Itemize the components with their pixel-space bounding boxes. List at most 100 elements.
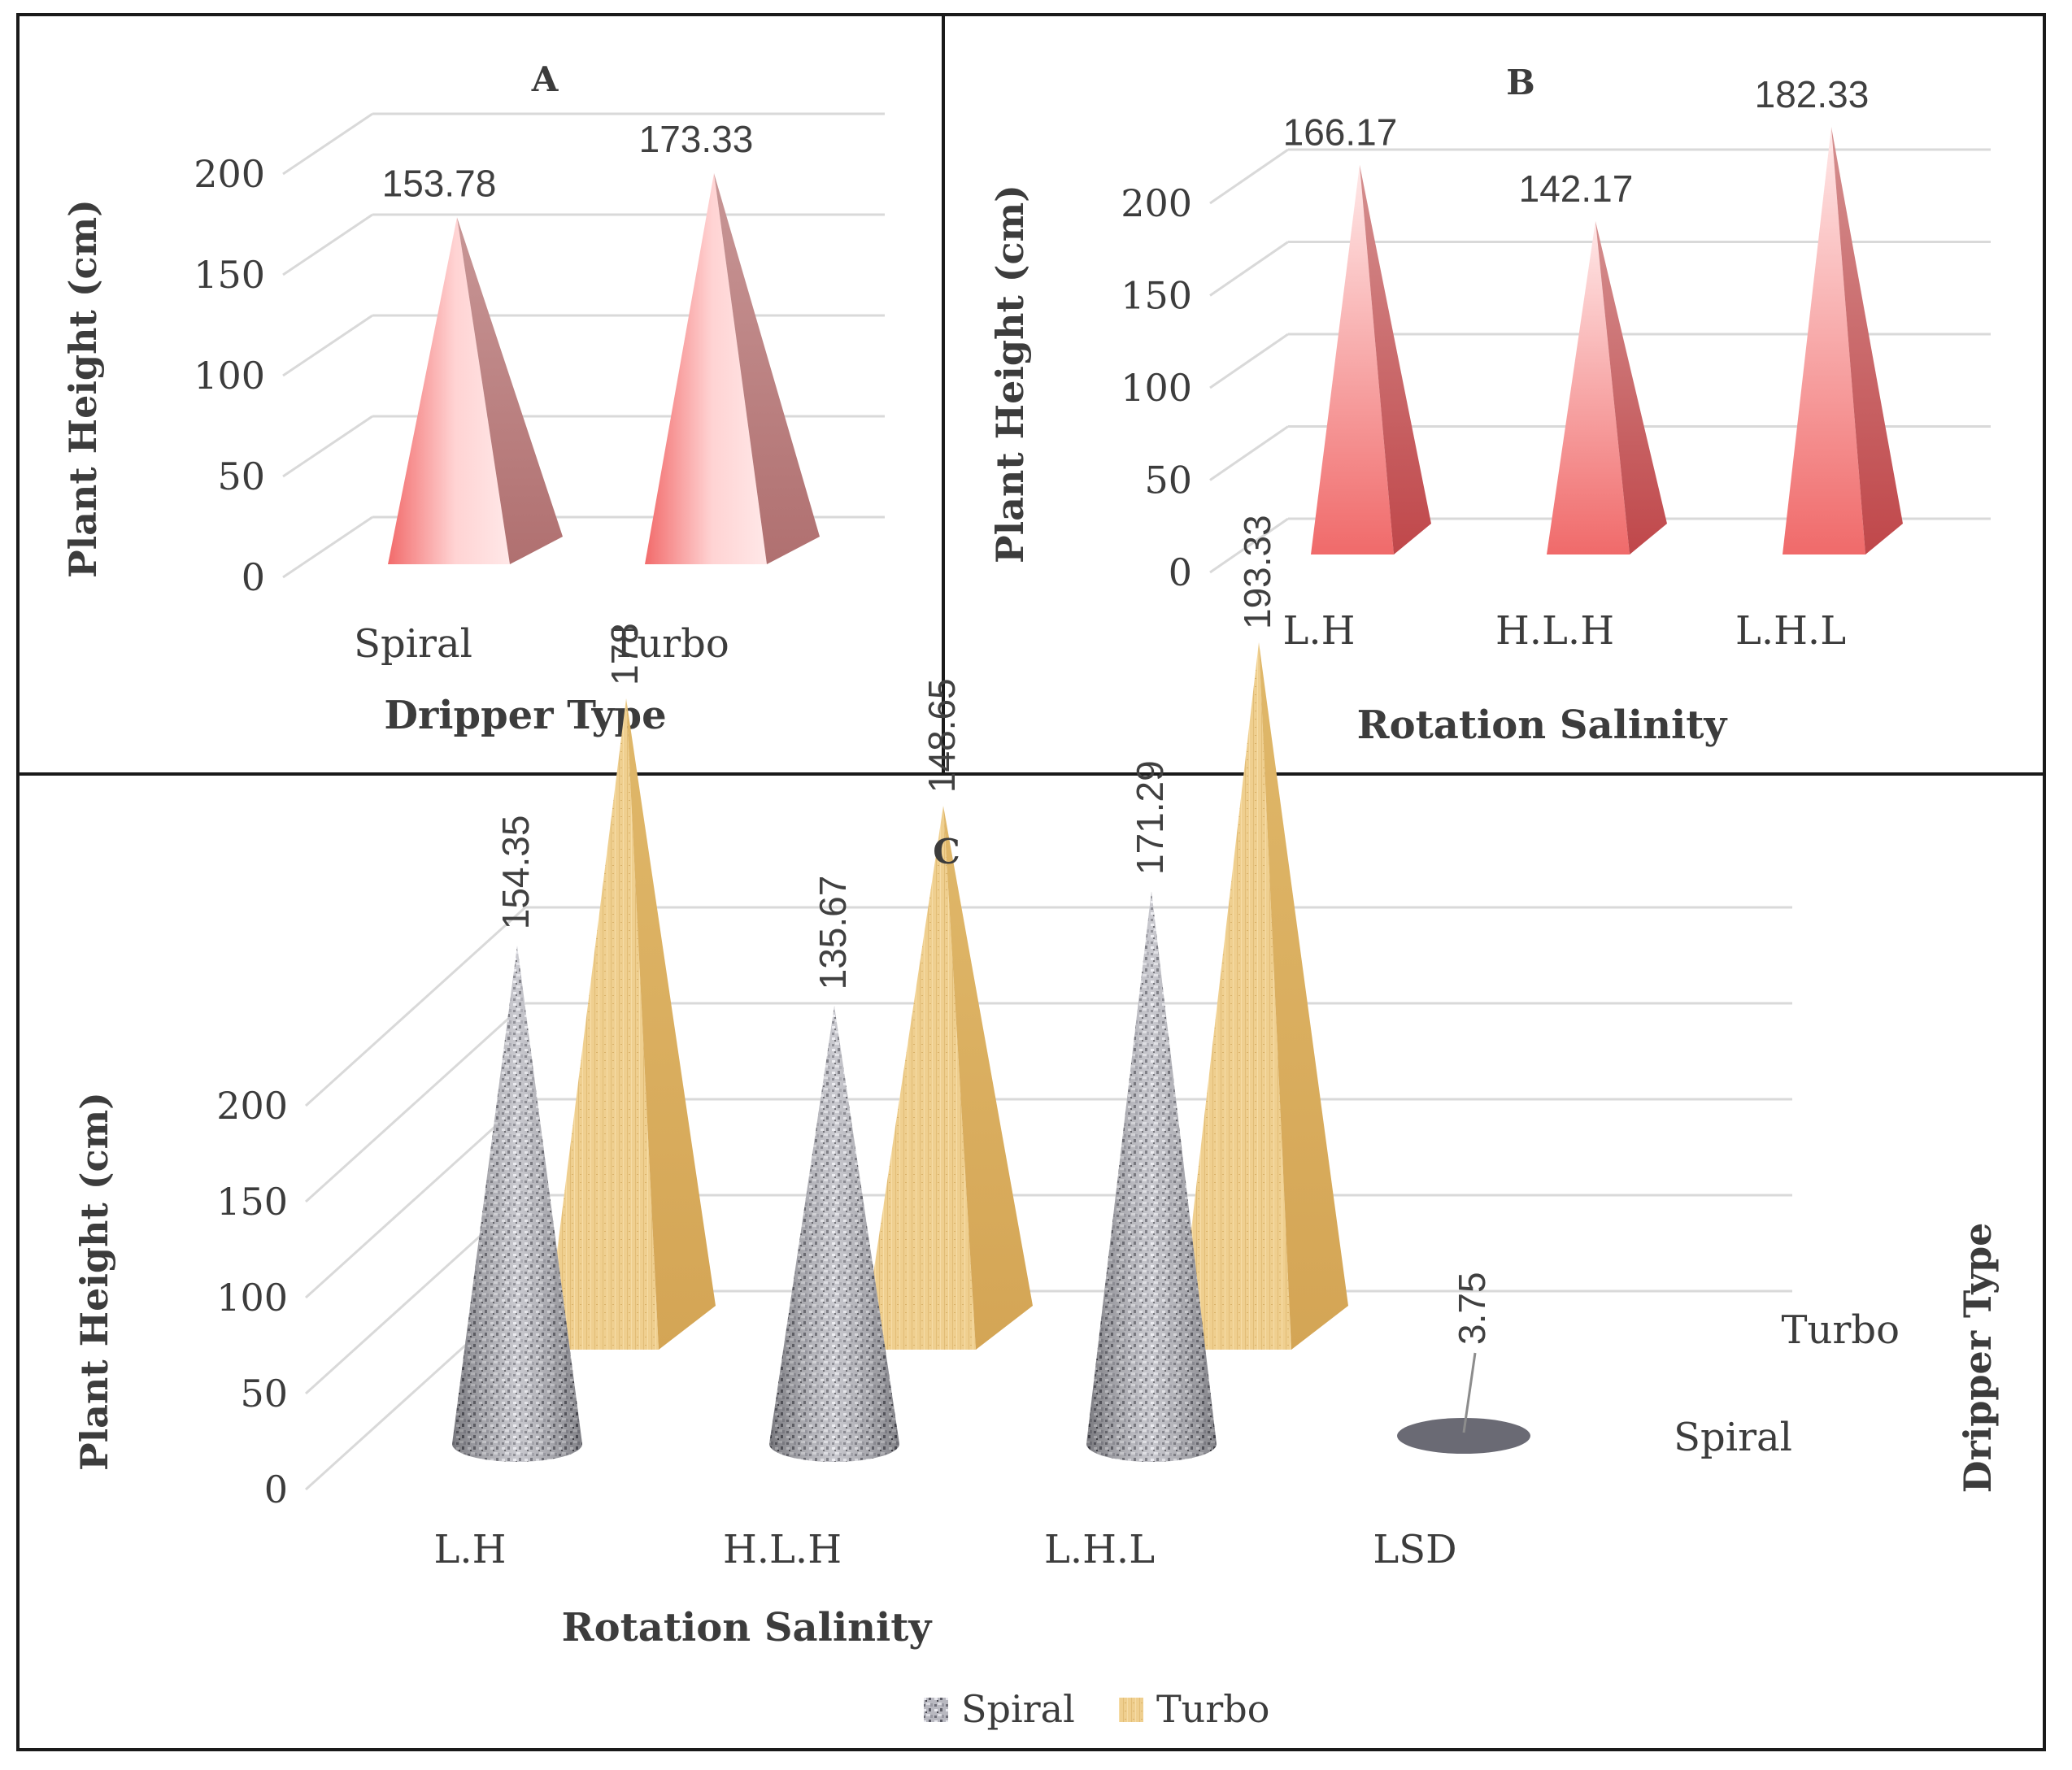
legend-label-turbo: Turbo [1156,1687,1269,1731]
turbo-bar-front-face [862,806,976,1350]
spiral-bar-value-label: 171.29 [1129,760,1171,875]
panel-b-y-axis-label: Plant Height (cm) [988,185,1032,563]
panel-c-y-axis-label: Plant Height (cm) [72,1092,116,1471]
gridline-diagonal [1209,241,1289,297]
legend-swatch-turbo [1119,1698,1143,1722]
gridline-diagonal [304,1098,527,1299]
panel-b-title: B [1506,63,1535,102]
x-tick-label: Turbo [611,621,729,667]
legend-swatch-spiral [924,1698,948,1722]
panel-c-bars: 178 148.65 193.33 154.35 135.67 171.29 3.75 [452,515,1530,1462]
panel-b-bars: 166.17 142.17 182.33 [1283,73,1903,554]
panel-b-categories: L.H H.L.H L.H.L [1283,608,1847,654]
y-tick-label: 100 [216,1276,288,1320]
bar-side-face [1831,126,1903,554]
y-tick-label: 100 [1121,366,1192,410]
gridline-diagonal [282,515,373,579]
turbo-bar-front-face [545,698,659,1350]
bar-value-label: 173.33 [639,118,754,160]
panel-a-x-axis-label: Dripper Type [384,693,666,738]
gridline-diagonal [1209,517,1289,574]
y-tick-label: 150 [194,253,265,297]
bar-front-face [1547,220,1630,554]
spiral-bar-cone-shading [769,1006,899,1462]
turbo-bar-side-face [1259,642,1348,1350]
panel-b-x-axis-label: Rotation Salinity [1357,702,1729,748]
panel-c-depth-labels: Turbo Spiral [1674,1307,1900,1460]
spiral-bar-disc [1397,1418,1530,1454]
y-tick-label: 100 [194,354,265,398]
turbo-bar-value-label: 148.65 [921,678,963,793]
bar-value-label: 153.78 [382,162,497,204]
bar-side-face [1360,164,1431,554]
gridline-diagonal [304,906,527,1107]
panel-a-y-ticks: 0 50 100 150 200 [194,152,265,599]
panel-c-y-ticks: 0 50 100 150 200 [216,1084,288,1511]
y-tick-label: 50 [1144,459,1192,502]
x-tick-label: L.H.L [1735,608,1846,654]
turbo-bar-side-face [943,806,1033,1350]
gridline-diagonal [282,213,373,276]
panel-c-categories: L.H H.L.H L.H.L LSD [434,1527,1457,1572]
y-tick-label: 0 [264,1468,288,1511]
x-tick-label: L.H.L [1044,1527,1155,1572]
gridline-diagonal [282,314,373,377]
bar-value-label: 166.17 [1283,111,1398,154]
panel-c-legend: Spiral Turbo [924,1687,1269,1731]
chart-panel-b: 0 50 100 150 200 166.17 142.17 182.33 L.H H.L.H… [988,63,1991,748]
bar-side-face [1595,220,1667,554]
x-tick-label: L.H [1283,608,1356,654]
panel-a-gridlines [282,112,885,579]
gridline-diagonal [282,112,373,176]
bar-side-face [457,217,563,564]
spiral-bar-value-label: 3.75 [1451,1272,1493,1345]
y-tick-label: 200 [1121,181,1192,225]
gridline-diagonal [1209,148,1289,205]
panel-a-title: A [531,59,559,99]
bar-side-face [714,173,820,564]
gridline-diagonal [304,1002,527,1203]
y-tick-label: 150 [216,1180,288,1224]
turbo-bar-value-label: 193.33 [1236,515,1278,629]
chart-panel-c: 0 50 100 150 200 178 148.65 193.33 154.35 135.67… [72,515,2000,1731]
depth-label-spiral: Spiral [1674,1415,1792,1460]
x-tick-label: H.L.H [723,1527,842,1572]
leader-line [1462,1352,1477,1433]
panel-c-z-axis-label: Dripper Type [1956,1223,2000,1494]
x-tick-label: H.L.H [1495,608,1614,654]
bar-front-face [1783,126,1865,554]
y-tick-label: 50 [240,1372,288,1416]
x-tick-label: L.H [434,1527,507,1572]
turbo-bar-side-face [626,698,716,1350]
x-tick-label: LSD [1373,1527,1456,1572]
panel-a-y-axis-label: Plant Height (cm) [61,199,105,578]
panel-a-categories: Spiral Turbo [354,621,729,667]
spiral-bar-cone-shading [452,946,582,1462]
bar-value-label: 182.33 [1755,73,1870,115]
panel-a-bars: 153.78 173.33 [382,118,820,564]
y-tick-label: 200 [194,152,265,196]
x-tick-label: Spiral [354,621,472,667]
gridline-diagonal [282,415,373,478]
y-tick-label: 150 [1121,274,1192,318]
figure-frame [16,13,2046,1751]
spiral-bar-value-label: 154.35 [494,815,537,930]
spiral-bar-cone-shading [1086,890,1217,1462]
panel-c-title: C [933,832,960,872]
panel-b-y-ticks: 0 50 100 150 200 [1121,181,1192,594]
depth-label-turbo: Turbo [1782,1307,1900,1353]
turbo-bar-front-face [1177,642,1291,1350]
y-tick-label: 50 [217,454,265,498]
bar-value-label: 142.17 [1519,167,1634,210]
turbo-bar-value-label: 178 [603,623,646,685]
y-tick-label: 200 [216,1084,288,1128]
panel-c-x-axis-label: Rotation Salinity [562,1605,934,1650]
spiral-bar-value-label: 135.67 [812,876,854,990]
y-tick-label: 0 [242,555,265,599]
bar-front-face [388,217,510,564]
legend-label-spiral: Spiral [961,1687,1075,1731]
bar-front-face [1311,164,1394,554]
bar-front-face [645,173,767,564]
